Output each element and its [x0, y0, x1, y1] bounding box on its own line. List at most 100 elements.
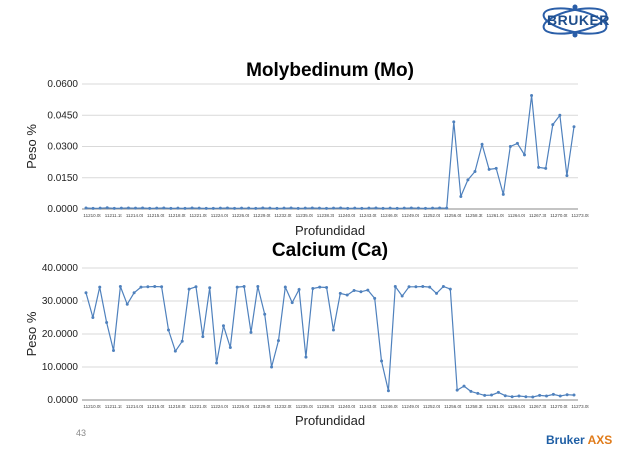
chart-1-xtick-19: 11261.0t: [487, 404, 505, 409]
chart-0-point-22: [240, 206, 244, 210]
chart-1-point-60: [496, 390, 500, 394]
chart-0-point-34: [324, 206, 328, 210]
chart-0-xtick-10: 11235.0t: [296, 213, 314, 218]
chart-1-point-69: [558, 394, 562, 398]
chart-1-point-32: [304, 355, 308, 359]
bruker-logo-icon: [542, 4, 608, 38]
chart-0-point-45: [402, 206, 406, 210]
chart-1-point-59: [490, 393, 494, 397]
chart-0-xtick-5: 11221.0t: [189, 213, 207, 218]
chart-1-ytick-0: 0.0000: [47, 395, 78, 406]
chart-1-xtick-5: 11221.0t: [189, 404, 207, 409]
chart-1-point-29: [283, 285, 287, 289]
chart-0-point-59: [501, 192, 505, 196]
chart-0-point-69: [572, 125, 576, 129]
chart-0-point-50: [438, 206, 442, 210]
logo-text: BRUKER: [547, 12, 610, 28]
chart-0-xtick-20: 11264.0t: [508, 213, 526, 218]
chart-1-point-0: [84, 291, 88, 295]
chart-0-xtick-4: 11218.0t: [168, 213, 186, 218]
chart-1-point-30: [290, 301, 294, 305]
chart-0-point-11: [162, 206, 166, 210]
chart-1-point-68: [551, 392, 555, 396]
chart-1-point-20: [221, 324, 225, 328]
chart-1-point-38: [345, 293, 349, 297]
chart-1-xtick-21: 11267.3t: [529, 404, 547, 409]
chart-0-point-30: [296, 206, 300, 210]
chart-1-point-53: [448, 287, 452, 291]
chart-1-ytick-3: 30.0000: [42, 296, 79, 307]
chart-0-point-8: [141, 206, 145, 210]
chart-0-point-32: [310, 206, 314, 210]
chart-1-point-42: [373, 296, 377, 300]
chart-0-xtick-13: 11243.0t: [359, 213, 377, 218]
chart-0-xtick-1: 11211.1t: [105, 213, 123, 218]
chart-1-xtick-15: 11249.0t: [402, 404, 420, 409]
chart-1-point-56: [469, 389, 473, 393]
chart-0-point-56: [480, 142, 484, 146]
chart-0-point-17: [204, 206, 208, 210]
chart-1-point-34: [318, 285, 322, 289]
chart-0-ytick-2: 0.0300: [47, 142, 78, 153]
chart-1-xtick-9: 11232.0t: [274, 404, 292, 409]
chart-0-point-39: [360, 206, 364, 210]
chart-1-point-8: [139, 285, 143, 289]
chart-0-point-14: [183, 206, 187, 210]
chart-0-point-66: [551, 123, 555, 127]
chart-1-point-52: [441, 284, 445, 288]
chart-1-point-5: [118, 284, 122, 288]
chart-1-xtick-16: 11252.0t: [423, 404, 441, 409]
chart-1-point-2: [98, 285, 102, 289]
chart-0-xtick-14: 11246.0t: [380, 213, 398, 218]
chart-0-point-26: [268, 206, 272, 210]
chart-1-point-43: [380, 359, 384, 363]
chart-1-point-48: [414, 285, 418, 289]
chart-1-point-58: [483, 393, 487, 397]
chart-1-point-54: [455, 388, 459, 392]
chart-0-point-24: [254, 206, 258, 210]
chart-0-xlabel: Profundidad: [295, 223, 365, 238]
chart-0-xtick-22: 11270.0t: [550, 213, 568, 218]
chart-1-point-13: [173, 349, 177, 353]
brand-accent: AXS: [587, 433, 613, 447]
chart-0-point-0: [84, 206, 88, 210]
chart-1-xtick-3: 11215.0t: [147, 404, 165, 409]
chart-0-xtick-7: 11226.0t: [232, 213, 250, 218]
chart-1-point-26: [263, 312, 267, 316]
chart-0-ytick-0: 0.0000: [47, 204, 78, 215]
chart-0-xtick-12: 11240.0t: [338, 213, 356, 218]
chart-0-point-55: [473, 170, 477, 173]
chart-1-ytick-4: 40.0000: [42, 263, 79, 274]
chart-0-xtick-11: 11238.3t: [317, 213, 335, 218]
chart-0-point-16: [197, 206, 201, 210]
chart-0-point-36: [339, 206, 343, 210]
chart-0-xtick-21: 11267.3t: [529, 213, 547, 218]
page-number: 43: [76, 428, 87, 438]
chart-1-point-49: [421, 284, 425, 288]
chart-1-point-17: [201, 335, 205, 339]
chart-0-xtick-3: 11215.0t: [147, 213, 165, 218]
chart-1-xtick-22: 11270.0t: [550, 404, 568, 409]
chart-1-xtick-10: 11235.0t: [296, 404, 314, 409]
chart-0-point-46: [409, 206, 413, 210]
chart-0-point-49: [431, 206, 435, 210]
chart-0-point-62: [522, 153, 526, 157]
chart-1-point-28: [276, 339, 280, 343]
chart-1-series-line: [85, 284, 575, 398]
chart-0-point-7: [134, 206, 138, 210]
chart-1-point-10: [153, 284, 157, 288]
chart-0-point-31: [303, 206, 307, 210]
chart-0-point-25: [261, 206, 265, 210]
chart-1-point-33: [311, 286, 315, 290]
chart-1-xtick-4: 11218.0t: [168, 404, 186, 409]
chart-0-series-line: [85, 95, 575, 210]
chart-1-point-67: [545, 394, 549, 398]
chart-1-point-1: [91, 316, 95, 319]
chart-0-point-2: [98, 206, 102, 210]
chart-0-point-57: [487, 167, 491, 171]
chart-1-xtick-14: 11246.0t: [380, 404, 398, 409]
chart-0-point-60: [508, 145, 512, 148]
chart-0-point-54: [466, 178, 470, 182]
chart-1-point-11: [160, 285, 164, 289]
chart-0-point-5: [119, 206, 123, 210]
